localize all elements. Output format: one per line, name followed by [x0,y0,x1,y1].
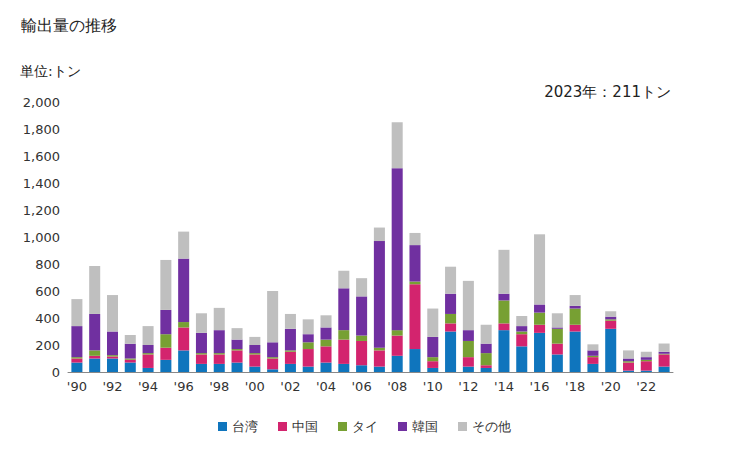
svg-text:'02: '02 [280,379,300,394]
svg-text:2023年：211トン: 2023年：211トン [544,83,671,101]
svg-text:'94: '94 [138,379,158,394]
svg-text:'20: '20 [601,379,621,394]
svg-text:'14: '14 [494,379,514,394]
svg-text:'10: '10 [423,379,443,394]
svg-text:800: 800 [35,257,60,272]
svg-text:'00: '00 [245,379,265,394]
svg-text:タイ: タイ [352,419,378,434]
svg-text:'12: '12 [458,379,478,394]
svg-text:'08: '08 [387,379,407,394]
svg-text:200: 200 [35,338,60,353]
svg-text:輸出量の推移: 輸出量の推移 [21,16,117,35]
svg-text:'96: '96 [174,379,194,394]
svg-text:1,000: 1,000 [23,230,60,245]
svg-text:'04: '04 [316,379,336,394]
svg-text:韓国: 韓国 [412,419,438,434]
svg-text:400: 400 [35,311,60,326]
svg-text:'16: '16 [529,379,549,394]
svg-text:台湾: 台湾 [232,419,258,434]
svg-text:1,200: 1,200 [23,203,60,218]
svg-text:中国: 中国 [292,419,318,434]
svg-text:600: 600 [35,284,60,299]
svg-text:0: 0 [52,365,60,380]
svg-text:'98: '98 [209,379,229,394]
svg-text:'90: '90 [67,379,87,394]
svg-text:1,800: 1,800 [23,122,60,137]
svg-text:その他: その他 [472,419,511,434]
svg-text:2,000: 2,000 [23,95,60,110]
svg-text:'92: '92 [102,379,122,394]
svg-text:1,600: 1,600 [23,149,60,164]
svg-text:'18: '18 [565,379,585,394]
svg-text:'06: '06 [352,379,372,394]
svg-text:1,400: 1,400 [23,176,60,191]
svg-text:単位:トン: 単位:トン [20,63,81,79]
svg-text:'22: '22 [636,379,656,394]
